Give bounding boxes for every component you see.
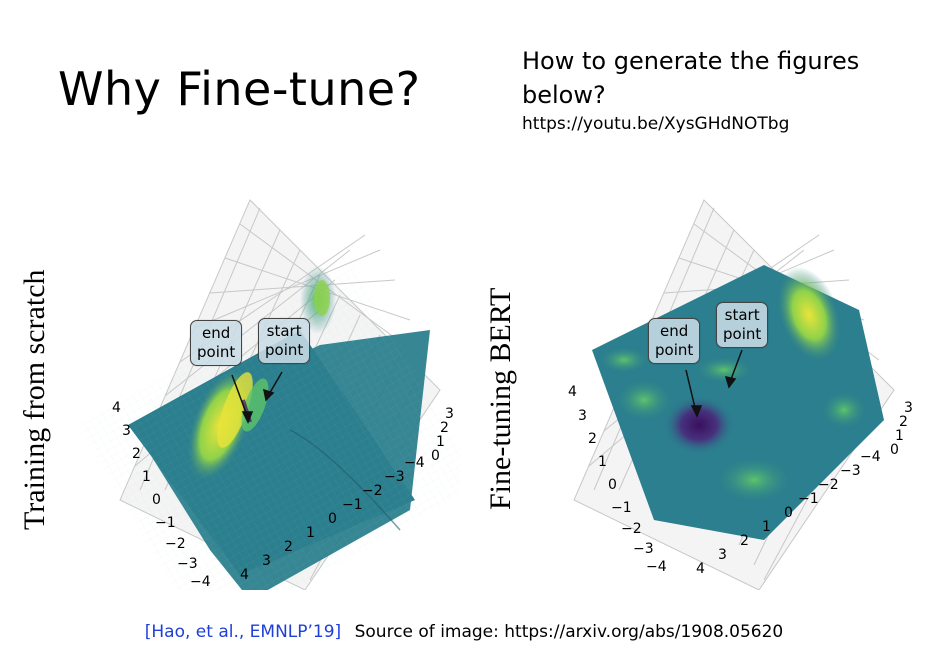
slide-title: Why Fine-tune? (58, 62, 421, 116)
tick-label: 0 (152, 492, 161, 508)
tick-label: −4 (860, 449, 881, 465)
tick-label: −3 (840, 463, 861, 479)
tick-label: 3 (904, 400, 913, 416)
tick-label: 4 (112, 400, 121, 416)
tick-label: 4 (568, 384, 577, 400)
tick-label: 1 (306, 525, 315, 541)
tick-label: 1 (436, 434, 445, 450)
tick-label: 0 (890, 442, 899, 458)
tick-label: 3 (718, 547, 727, 563)
axis-z-ticks: 3 2 1 0 (431, 406, 454, 464)
citation-link[interactable]: [Hao, et al., EMNLP’19] (144, 622, 342, 642)
tick-label: 4 (696, 561, 705, 577)
tick-label: −3 (177, 556, 198, 572)
tick-label: 2 (588, 431, 597, 447)
figure-training-from-scratch: Training from scratch (0, 190, 460, 590)
axis-left-ticks: 4 3 2 1 0 −1 −2 −3 −4 (112, 400, 211, 590)
callout-start-point: start point (716, 302, 769, 348)
callout-arrows (685, 349, 743, 418)
footer: [Hao, et al., EMNLP’19] Source of image:… (0, 622, 928, 642)
callout-start-point: start point (258, 318, 311, 364)
tick-label: −1 (798, 491, 819, 507)
tick-label: −4 (404, 455, 425, 471)
loss-surface (78, 266, 460, 590)
tick-label: 2 (440, 420, 449, 436)
loss-surface-plot: 4 3 2 1 0 −1 −2 −3 −4 4 3 2 1 0 −1 −2 −3… (78, 199, 460, 590)
callout-arrows (231, 371, 283, 424)
note-box: How to generate the figures below? https… (522, 44, 902, 134)
loss-surface-plot: 4 3 2 1 0 −1 −2 −3 −4 4 3 2 1 0 −1 −2 −3… (568, 199, 913, 590)
tick-label: 3 (262, 553, 271, 569)
note-url: https://youtu.be/XysGHdNOTbg (522, 114, 790, 134)
figure-fine-tuning-bert: Fine-tuning BERT (464, 190, 924, 590)
tick-label: −2 (165, 536, 186, 552)
axis-z-ticks: 3 2 1 0 (890, 400, 913, 458)
tick-label: 2 (132, 446, 141, 462)
tick-label: −4 (190, 574, 211, 590)
tick-label: 4 (240, 567, 249, 583)
tick-label: 3 (578, 408, 587, 424)
callout-end-point: end point (190, 320, 243, 366)
tick-label: 0 (784, 505, 793, 521)
tick-label: 3 (445, 406, 454, 422)
tick-label: −1 (155, 515, 176, 531)
tick-label: −1 (342, 497, 363, 513)
note-question: How to generate the figures below? (522, 47, 860, 109)
tick-label: −3 (384, 469, 405, 485)
tick-label: 3 (122, 423, 131, 439)
tick-label: 1 (895, 428, 904, 444)
tick-label: −3 (633, 541, 654, 557)
callout-end-point: end point (648, 318, 701, 364)
tick-label: 2 (899, 414, 908, 430)
tick-label: −4 (646, 559, 667, 575)
tick-label: −2 (362, 483, 383, 499)
tick-label: 1 (598, 454, 607, 470)
tick-label: 1 (142, 469, 151, 485)
tick-label: −1 (611, 500, 632, 516)
tick-label: −2 (818, 477, 839, 493)
tick-label: 2 (740, 533, 749, 549)
tick-label: 0 (431, 448, 440, 464)
tick-label: 2 (284, 539, 293, 555)
axis-bottom-ticks: 4 3 2 1 0 −1 −2 −3 −4 (696, 449, 881, 577)
tick-label: 0 (608, 477, 617, 493)
axis-left-ticks: 4 3 2 1 0 −1 −2 −3 −4 (568, 384, 667, 575)
tick-label: 1 (762, 519, 771, 535)
tick-label: 0 (328, 511, 337, 527)
image-source: Source of image: https://arxiv.org/abs/1… (354, 622, 784, 642)
axis-bottom-ticks: 4 3 2 1 0 −1 −2 −3 −4 (240, 455, 425, 583)
tick-label: −2 (621, 521, 642, 537)
